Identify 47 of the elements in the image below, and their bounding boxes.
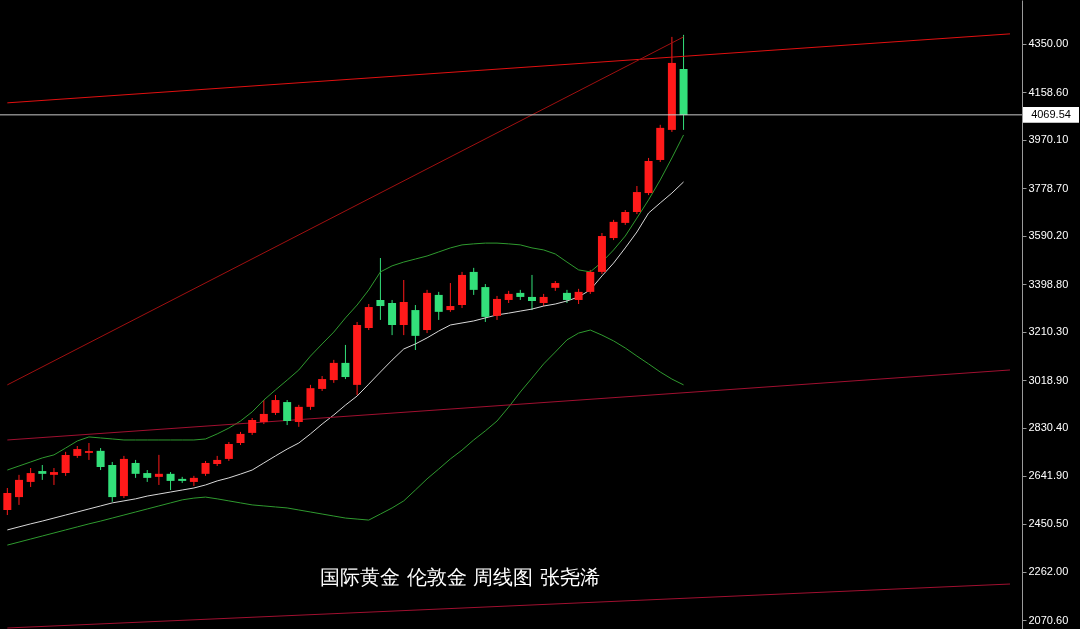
line-series — [6, 134, 685, 471]
candlestick — [96, 447, 105, 471]
candlestick — [586, 269, 595, 295]
candlestick — [609, 219, 618, 241]
candlestick — [527, 274, 536, 311]
y-tick-label: 3590.20 — [1028, 229, 1069, 242]
candlestick — [189, 475, 198, 487]
candlestick — [493, 295, 502, 321]
y-tick-label: 2070.60 — [1028, 613, 1069, 626]
y-tick-label: 3398.80 — [1028, 277, 1069, 290]
y-tick-label: 4158.60 — [1028, 85, 1069, 98]
ref-line-label: 4069.54 — [1031, 107, 1071, 120]
y-tick-label: 4350.00 — [1028, 37, 1069, 50]
y-tick-label: 2450.50 — [1028, 517, 1069, 530]
candlestick — [14, 474, 23, 506]
candlestick — [376, 257, 385, 321]
candlestick — [306, 384, 315, 411]
candlestick — [84, 442, 93, 461]
candlestick — [632, 185, 641, 215]
candlestick — [469, 267, 478, 296]
y-tick-label: 2641.90 — [1028, 469, 1069, 482]
candlestick — [294, 404, 303, 428]
candlestick — [388, 299, 397, 336]
candlestick — [283, 399, 292, 426]
annotation: 国际黄金 伦敦金 周线图 张尧浠 — [320, 565, 600, 589]
candlestick — [3, 487, 12, 516]
candlestick — [446, 282, 455, 313]
y-tick-label: 3018.90 — [1028, 373, 1069, 386]
y-tick-label: 2830.40 — [1028, 421, 1069, 434]
line-series — [6, 329, 685, 546]
candlestick — [154, 454, 163, 486]
y-tick-label: 3778.70 — [1028, 181, 1069, 194]
candlestick — [49, 467, 58, 486]
candlestick — [399, 279, 408, 336]
candlestick — [224, 441, 233, 462]
candlestick — [434, 291, 443, 321]
candlestick — [259, 399, 268, 425]
y-tick-label: 3210.30 — [1028, 325, 1069, 338]
candlestick — [61, 451, 70, 477]
y-tick-label: 3970.10 — [1028, 133, 1069, 146]
candlestick — [364, 303, 373, 331]
line-series — [6, 181, 685, 531]
candlestick — [271, 394, 280, 416]
candlestick — [329, 359, 338, 384]
candlestick — [341, 344, 350, 380]
y-tick-label: 2262.00 — [1028, 565, 1069, 578]
candlestick — [26, 467, 35, 488]
